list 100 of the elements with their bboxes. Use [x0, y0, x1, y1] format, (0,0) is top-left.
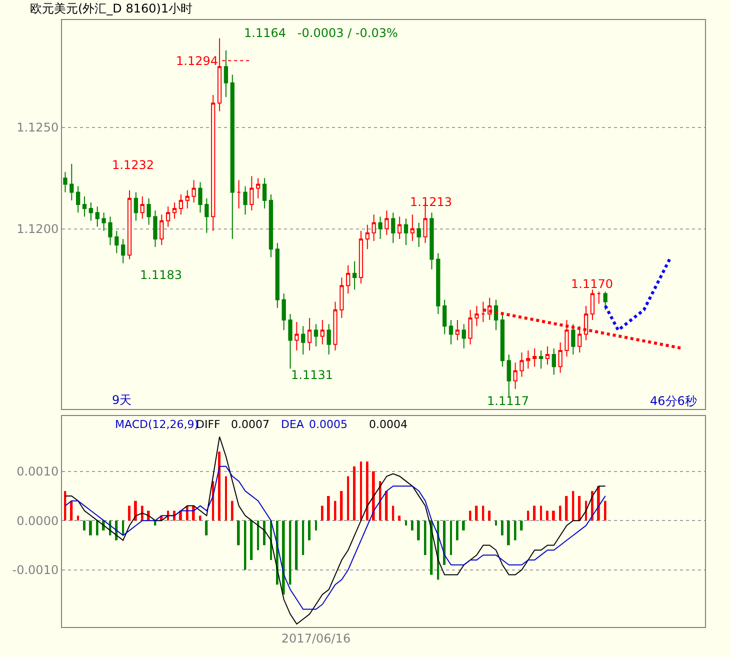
candlestick [590, 289, 595, 321]
candlestick [558, 342, 562, 374]
bar [411, 520, 414, 530]
candlestick [230, 74, 234, 240]
candlestick [256, 178, 260, 199]
candlestick [462, 324, 466, 349]
candlestick [95, 206, 100, 228]
candlestick [372, 214, 376, 242]
candlestick [526, 350, 530, 370]
bar [321, 506, 324, 521]
candlestick [268, 194, 274, 258]
bar [360, 461, 362, 521]
line-series [64, 466, 606, 610]
candlestick [404, 218, 408, 246]
bar [244, 520, 246, 570]
x-tick-label: 2017/06/16 [281, 631, 351, 646]
candlestick [70, 163, 74, 201]
candlestick [474, 305, 479, 327]
candlestick [532, 348, 537, 368]
annotation: 1.1213 [410, 195, 452, 209]
candlestick [358, 230, 364, 284]
bar [559, 506, 562, 521]
candlestick [153, 210, 158, 248]
y-tick-label: 1.1200 [16, 222, 59, 236]
candlestick [146, 198, 151, 226]
candlestick [178, 194, 184, 216]
candlestick [160, 214, 164, 246]
candlestick [243, 186, 248, 216]
bar [495, 520, 497, 526]
bar [295, 520, 298, 570]
bar [372, 471, 375, 521]
candlestick [275, 242, 280, 308]
candlestick [127, 190, 132, 260]
candlestick [520, 352, 524, 378]
bar [405, 520, 407, 526]
bar [231, 500, 234, 521]
candlestick [410, 214, 415, 242]
bar [533, 506, 536, 521]
candlestick [172, 202, 177, 220]
bar [482, 506, 484, 521]
annotation: 1.1232 [112, 158, 154, 172]
bar [327, 496, 330, 521]
bar [565, 496, 568, 521]
candlestick [198, 182, 202, 214]
candlestick [352, 260, 357, 290]
candlestick [320, 320, 324, 345]
candlestick [288, 313, 292, 370]
candlestick [384, 210, 389, 236]
bar [353, 466, 356, 521]
bar [424, 520, 426, 556]
line-series [64, 436, 606, 625]
candlestick [365, 224, 370, 250]
bar [398, 516, 401, 521]
candlestick [571, 324, 576, 355]
bar [527, 510, 530, 521]
bar [340, 491, 343, 521]
bar [96, 520, 98, 536]
candlestick [250, 176, 254, 212]
candlestick [192, 180, 196, 203]
bar [475, 506, 478, 521]
bar [514, 520, 516, 540]
annotation: 9天 [112, 393, 132, 407]
bar [443, 520, 446, 565]
bar [77, 516, 80, 521]
bar [315, 520, 317, 530]
bar [225, 476, 227, 521]
candlestick [500, 313, 505, 368]
annotation: 0.0004 [369, 418, 408, 431]
candlestick [204, 198, 209, 234]
candlestick [378, 216, 382, 240]
bar [450, 520, 452, 556]
y-tick-label: -0.0010 [12, 563, 59, 578]
candlestick [134, 192, 138, 222]
candlestick [236, 180, 241, 210]
candlestick [114, 230, 119, 254]
candlestick [442, 299, 447, 335]
candlestick [63, 172, 68, 193]
bar [282, 520, 285, 594]
bar [546, 510, 548, 521]
candlestick [398, 216, 402, 240]
bar [70, 500, 73, 521]
candlestick [603, 291, 608, 310]
candlestick [391, 212, 396, 244]
bar [263, 520, 266, 546]
bar [308, 520, 311, 540]
bar [540, 506, 542, 521]
candlestick [301, 326, 306, 355]
bar [347, 476, 350, 521]
candlestick [436, 252, 440, 314]
candlestick [333, 301, 338, 351]
candlestick [506, 354, 511, 398]
candlestick [416, 222, 421, 248]
candlestick [545, 346, 550, 366]
candlestick [282, 293, 286, 331]
candlestick [262, 178, 267, 210]
annotation: 1.1117 [487, 394, 529, 408]
annotation: 46分6秒 [650, 394, 697, 408]
bar [179, 510, 182, 521]
bar [520, 520, 523, 530]
candlestick [140, 196, 144, 220]
